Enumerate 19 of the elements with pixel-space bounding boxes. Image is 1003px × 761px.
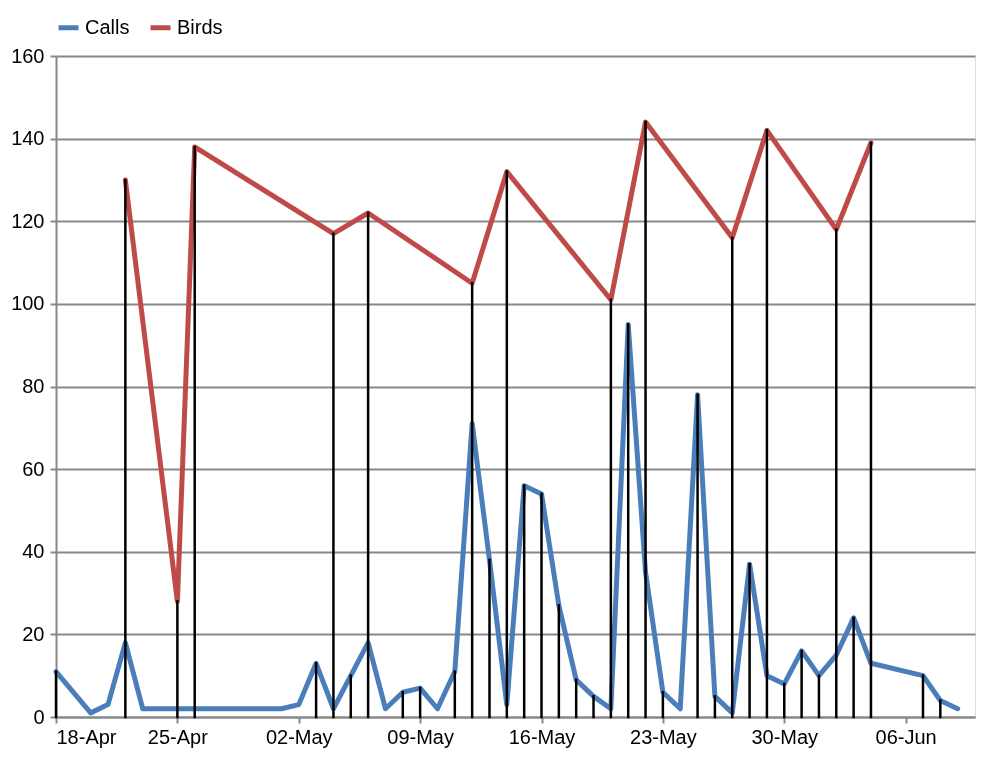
x-tick-label: 30-May: [751, 725, 819, 748]
x-tick-label: 06-Jun: [875, 725, 937, 748]
y-tick-label: 20: [22, 622, 45, 645]
legend-label: Calls: [85, 15, 130, 38]
x-tick-label: 09-May: [387, 725, 454, 748]
y-tick-label: 40: [22, 540, 45, 563]
x-tick-label: 23-May: [630, 725, 697, 748]
legend-label: Birds: [177, 15, 223, 38]
x-tick-label: 16-May: [508, 725, 576, 748]
y-tick-label: 80: [22, 375, 45, 397]
y-tick-label: 60: [22, 457, 45, 480]
x-tick-label: 25-Apr: [147, 725, 209, 748]
y-tick-label: 120: [11, 209, 45, 232]
y-tick-label: 160: [11, 44, 45, 67]
x-tick-label: 02-May: [265, 725, 333, 748]
y-tick-label: 100: [11, 292, 45, 315]
x-tick-label: 18-Apr: [56, 725, 117, 748]
y-tick-label: 140: [11, 127, 45, 150]
y-tick-label: 0: [33, 705, 45, 728]
